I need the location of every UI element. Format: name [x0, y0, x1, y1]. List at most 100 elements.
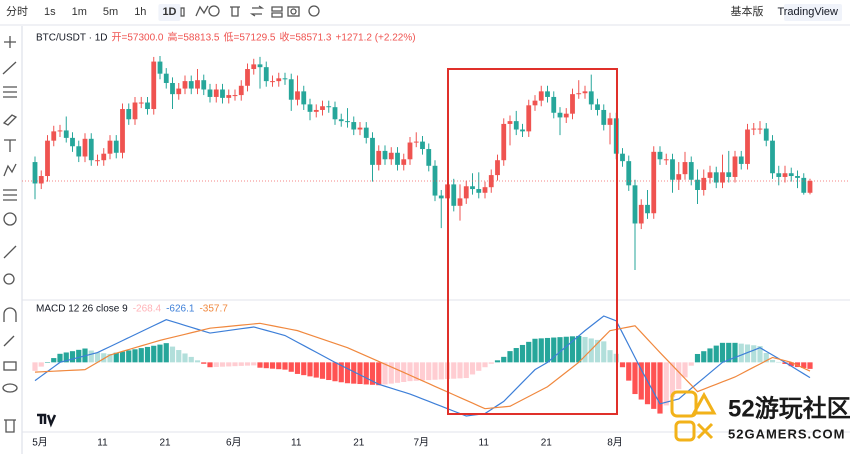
histogram-bar [407, 362, 413, 382]
histogram-bar [319, 362, 326, 379]
histogram-bar [419, 362, 426, 381]
candle-body [107, 140, 113, 154]
histogram-bar [88, 350, 94, 363]
candle-body [520, 129, 525, 132]
reset-icon[interactable] [308, 5, 320, 17]
ruler-tool[interactable] [3, 245, 17, 259]
candle-body [288, 79, 294, 100]
visibility-tool[interactable] [2, 383, 18, 393]
histogram-bar [76, 349, 82, 363]
trendline-tool[interactable] [2, 61, 17, 75]
histogram-bar [294, 362, 301, 374]
candle-body [713, 172, 719, 183]
brush-tool[interactable] [2, 114, 18, 126]
histogram-bar [288, 362, 294, 372]
histogram-bar [301, 362, 307, 376]
candle-body [145, 102, 150, 110]
candle-body [201, 80, 207, 90]
histogram-bar [469, 362, 476, 375]
histogram-bar [338, 362, 344, 383]
interval-button[interactable]: 5m [103, 6, 118, 18]
candle-body [576, 93, 582, 95]
histogram-bar [113, 352, 119, 363]
candle-body [488, 175, 494, 188]
interval-button[interactable]: 1h [134, 6, 146, 18]
time-axis-label: 7月 [413, 437, 429, 449]
candle-body [63, 130, 69, 138]
interval-button[interactable]: 1m [72, 6, 87, 18]
macd-line [34, 315, 811, 417]
emoji-tool[interactable] [3, 212, 17, 226]
candle-body [120, 109, 125, 153]
histogram-bar [494, 360, 501, 363]
mode-button[interactable]: TradingView [777, 6, 838, 18]
indicator-icon[interactable] [195, 5, 209, 17]
histogram-bar [663, 362, 669, 406]
remove-tool[interactable] [4, 419, 16, 433]
candle-body [457, 198, 463, 206]
candle-body [476, 189, 482, 193]
settings-icon[interactable] [208, 5, 220, 17]
candle-body [388, 152, 394, 160]
candle-body [776, 173, 782, 177]
mode-button[interactable]: 基本版 [730, 4, 763, 18]
interval-button[interactable]: 1s [44, 6, 56, 18]
histogram-bar [257, 362, 263, 368]
histogram-bar [801, 362, 807, 368]
zoom-tool[interactable] [3, 273, 15, 285]
histogram-bar [782, 362, 788, 364]
histogram-bar [332, 362, 338, 382]
candle-body [213, 89, 219, 97]
histogram-bar [744, 344, 751, 363]
candle-body [57, 130, 63, 132]
compare-icon[interactable] [249, 5, 265, 17]
fib-tool[interactable] [3, 86, 17, 98]
candle-body [688, 162, 694, 180]
tool-icons [174, 5, 320, 18]
histogram-bar [107, 353, 113, 363]
interval-button[interactable]: 1D [162, 6, 176, 18]
candle-body [282, 78, 288, 80]
lock-tool[interactable] [3, 361, 17, 371]
candle-body [245, 69, 250, 86]
candle-body [626, 161, 632, 186]
candle-body [332, 107, 338, 120]
candle-body [763, 128, 769, 141]
histogram-bar [126, 350, 132, 363]
candle-body [751, 128, 757, 130]
candle-body [538, 91, 544, 101]
candle-body [76, 146, 82, 157]
text-tool[interactable] [4, 139, 16, 152]
magnet-tool[interactable] [3, 307, 17, 322]
candle-body [501, 123, 507, 161]
candle-body [557, 112, 563, 118]
toolbar: 分时 1s 1m 5m 1h 1D TradingView 基本版 [0, 4, 850, 26]
histogram-bar [101, 353, 107, 363]
candle-body [138, 102, 144, 104]
candle-body [407, 142, 413, 160]
candle-body [313, 109, 319, 112]
histogram-bar [694, 353, 701, 363]
interval-button[interactable]: 分时 [6, 5, 28, 18]
candle-body [526, 105, 532, 132]
crosshair-tool[interactable] [4, 36, 16, 48]
candle-body [582, 91, 588, 94]
prediction-tool[interactable] [3, 189, 17, 201]
candle-body [182, 81, 188, 89]
histogram-bar [601, 341, 607, 363]
histogram-bar [182, 353, 188, 363]
camera-icon[interactable] [287, 6, 300, 17]
histogram-bar [788, 362, 794, 367]
histogram-bar [807, 362, 813, 369]
histogram-bar [44, 362, 51, 363]
pattern-tool[interactable] [3, 163, 17, 177]
candle-body [45, 140, 50, 177]
layout-icon[interactable] [271, 6, 283, 18]
candle-body [263, 67, 269, 82]
histogram-bar [557, 337, 563, 363]
candle-body [101, 153, 107, 161]
candle-body [413, 141, 419, 143]
candle-body [151, 61, 157, 110]
draw-mode-tool[interactable] [3, 335, 15, 347]
delete-icon[interactable] [230, 6, 240, 17]
